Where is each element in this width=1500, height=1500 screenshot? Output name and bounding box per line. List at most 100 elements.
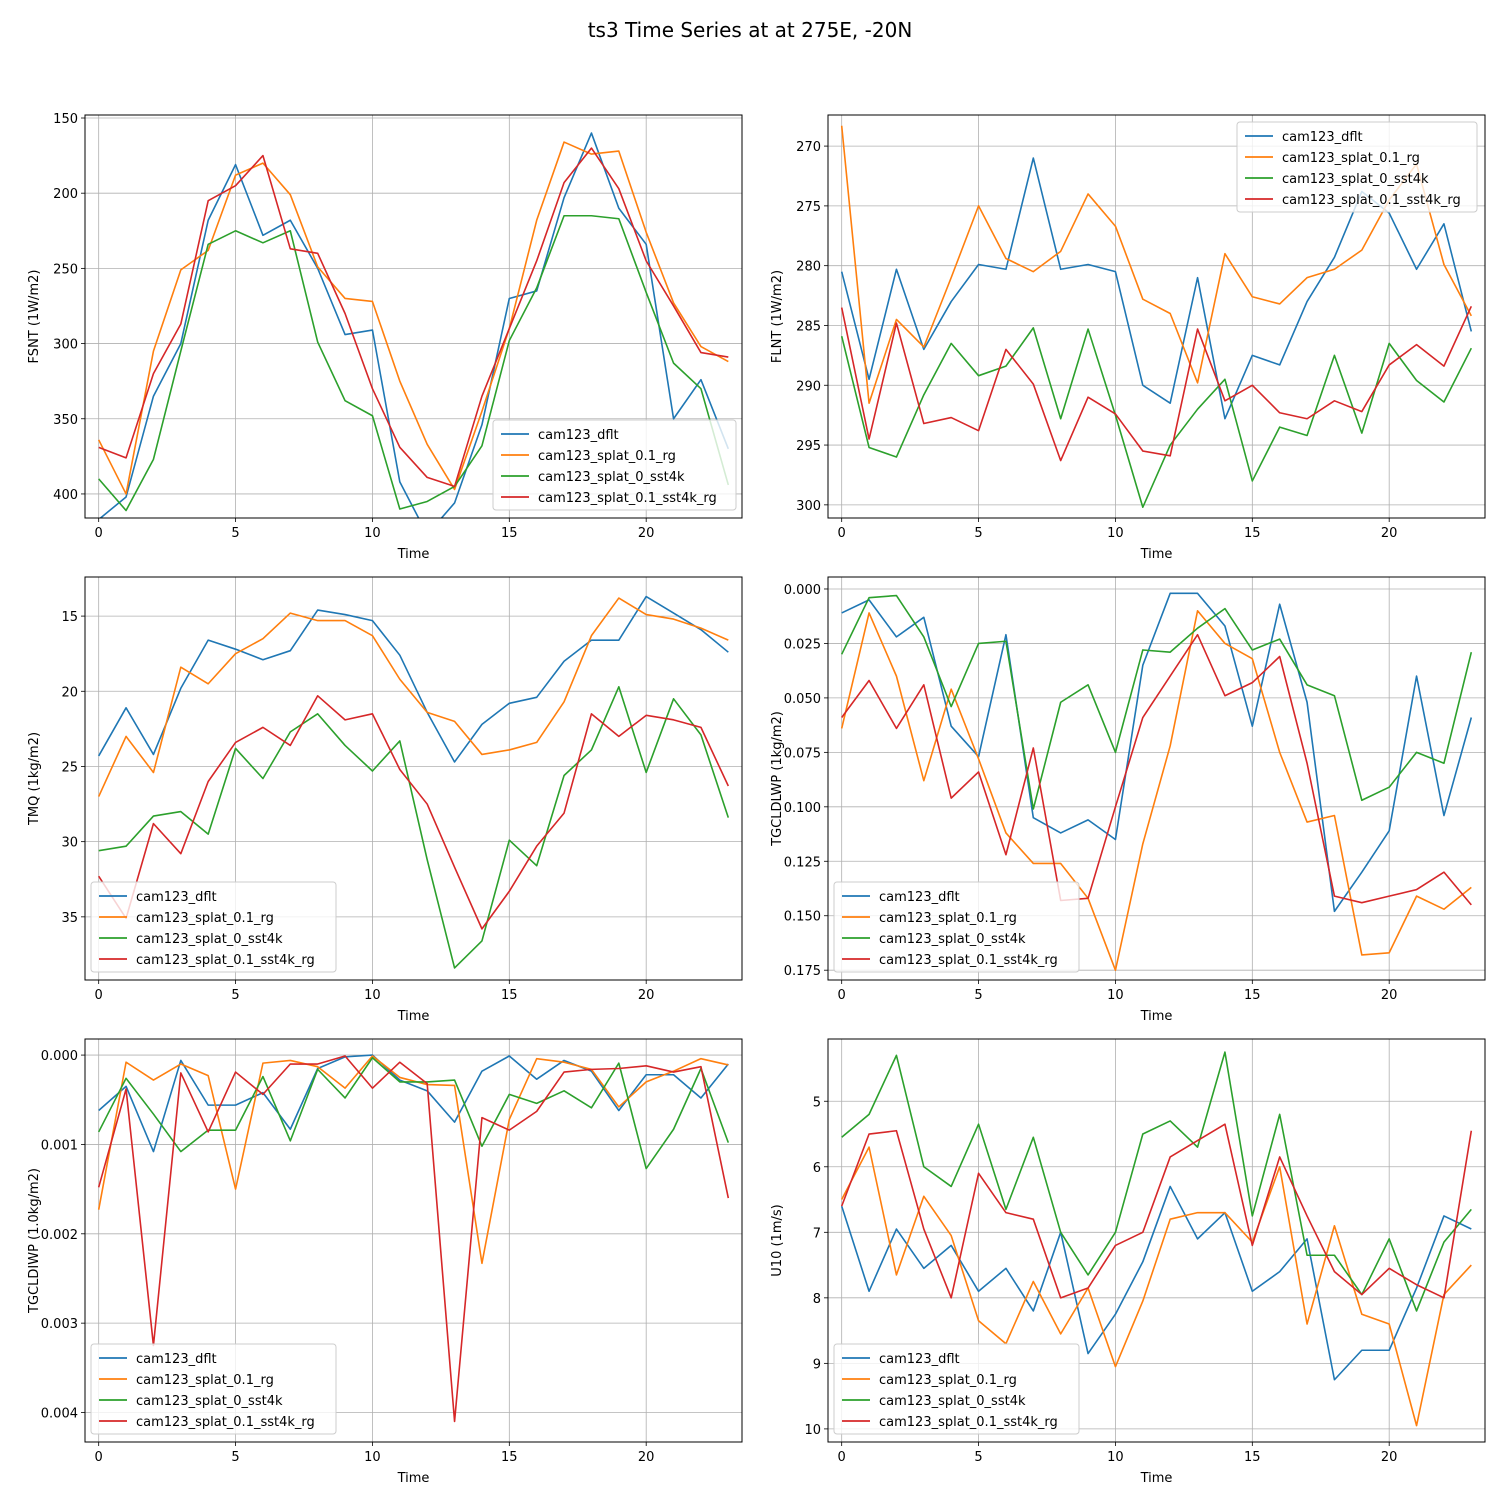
legend-box bbox=[90, 881, 337, 973]
y-tick-label: 280 bbox=[796, 260, 821, 275]
legend-box bbox=[90, 1343, 337, 1435]
legend-label: cam123_splat_0.1_sst4k_rg bbox=[136, 953, 315, 968]
series-line-cam123_splat_0_sst4k bbox=[98, 214, 730, 512]
legend: cam123_dflt cam123_splat_0.1_rg cam123_spl… bbox=[833, 1343, 1080, 1435]
x-tick-label: 20 bbox=[1381, 988, 1398, 1003]
legend-box bbox=[833, 1343, 1080, 1435]
y-tick-label: 300 bbox=[53, 338, 78, 353]
legend-label: cam123_dflt bbox=[879, 1352, 960, 1367]
x-tick-label: 5 bbox=[231, 526, 239, 541]
legend-label: cam123_dflt bbox=[1282, 130, 1363, 145]
axes-frame bbox=[84, 576, 743, 981]
y-tick-label: 7 bbox=[813, 1226, 821, 1241]
legend-label: cam123_splat_0.1_sst4k_rg bbox=[538, 491, 717, 506]
y-tick-label: 0.004 bbox=[41, 1407, 78, 1422]
legend: cam123_dflt cam123_splat_0.1_rg cam123_spl… bbox=[492, 419, 737, 511]
x-tick-label: 15 bbox=[501, 988, 518, 1003]
x-tick-label: 5 bbox=[974, 1450, 982, 1465]
legend: cam123_dflt cam123_splat_0.1_rg cam123_spl… bbox=[90, 1343, 337, 1435]
series-line-cam123_splat_0.1_sst4k_rg bbox=[98, 694, 730, 930]
x-tick-label: 5 bbox=[974, 988, 982, 1003]
series-line-cam123_splat_0.1_sst4k_rg bbox=[97, 1055, 730, 1423]
x-tick-label: 0 bbox=[838, 1450, 846, 1465]
series-line-cam123_splat_0.1_sst4k_rg bbox=[840, 1123, 1473, 1299]
legend-label: cam123_splat_0_sst4k bbox=[1282, 172, 1429, 187]
subplot-4: 0 5 10 15 20 0.000 0.025 0.050 0.075 0.100 0.125 0.… bbox=[770, 576, 1486, 1024]
y-tick-label: 285 bbox=[796, 319, 821, 334]
y-tick-label: 0.003 bbox=[41, 1317, 78, 1332]
y-tick-label: 295 bbox=[796, 439, 821, 454]
legend-label: cam123_splat_0.1_sst4k_rg bbox=[879, 953, 1058, 968]
x-tick-label: 10 bbox=[1107, 526, 1124, 541]
x-tick-label: 15 bbox=[1244, 988, 1261, 1003]
y-tick-label: 0.100 bbox=[784, 801, 821, 816]
figure-title: ts3 Time Series at at 275E, -20N bbox=[588, 18, 913, 42]
x-tick-label: 20 bbox=[638, 526, 655, 541]
x-tick-label: 5 bbox=[231, 1450, 239, 1465]
x-tick-label: 10 bbox=[364, 526, 381, 541]
legend: cam123_dflt cam123_splat_0.1_rg cam123_spl… bbox=[1236, 121, 1478, 213]
y-axis-label: FLNT (1W/m2) bbox=[770, 270, 785, 363]
x-tick-label: 15 bbox=[1244, 1450, 1261, 1465]
series-line-cam123_splat_0.1_sst4k_rg bbox=[98, 147, 729, 488]
x-tick-label: 15 bbox=[1244, 526, 1261, 541]
legend-label: cam123_dflt bbox=[136, 890, 217, 905]
x-axis-label: Time bbox=[397, 1009, 430, 1024]
series-line-cam123_splat_0.1_rg bbox=[97, 597, 729, 797]
legend: cam123_dflt cam123_splat_0.1_rg cam123_spl… bbox=[833, 881, 1080, 973]
series-line-cam123_splat_0.1_rg bbox=[97, 1055, 729, 1265]
x-axis-label: Time bbox=[1140, 1471, 1173, 1486]
legend-label: cam123_dflt bbox=[538, 428, 619, 443]
legend: cam123_dflt cam123_splat_0.1_rg cam123_spl… bbox=[90, 881, 337, 973]
y-tick-label: 10 bbox=[804, 1423, 821, 1438]
legend-label: cam123_splat_0_sst4k bbox=[538, 470, 685, 485]
x-tick-label: 20 bbox=[1381, 526, 1398, 541]
series-line-cam123_dflt bbox=[97, 595, 729, 763]
x-tick-label: 15 bbox=[501, 526, 518, 541]
axes-frame bbox=[84, 114, 743, 519]
y-tick-label: 15 bbox=[61, 610, 78, 625]
axes-frame bbox=[827, 114, 1486, 519]
y-axis-label: TMQ (1kg/m2) bbox=[27, 732, 42, 826]
x-tick-label: 15 bbox=[501, 1450, 518, 1465]
legend-label: cam123_dflt bbox=[879, 890, 960, 905]
x-tick-label: 10 bbox=[364, 988, 381, 1003]
y-axis-label: TGCLDLWP (1kg/m2) bbox=[770, 711, 785, 847]
x-axis-label: Time bbox=[397, 1471, 430, 1486]
y-tick-label: 0.050 bbox=[784, 692, 821, 707]
axes-frame bbox=[84, 1038, 743, 1443]
legend-label: cam123_splat_0.1_rg bbox=[136, 1373, 274, 1388]
series-line-cam123_splat_0.1_rg bbox=[840, 609, 1472, 972]
y-tick-label: 0.000 bbox=[41, 1049, 78, 1064]
series-line-cam123_splat_0_sst4k bbox=[841, 1051, 1472, 1312]
legend-label: cam123_splat_0.1_sst4k_rg bbox=[1282, 193, 1461, 208]
legend-label: cam123_splat_0_sst4k bbox=[879, 1394, 1026, 1409]
legend-label: cam123_splat_0_sst4k bbox=[879, 932, 1026, 947]
subplot-2: 0 5 10 15 20 270 275 280 285 290 295 300 Time FLNT (1… bbox=[770, 114, 1486, 562]
y-tick-label: 25 bbox=[61, 760, 78, 775]
series-line-cam123_splat_0.1_rg bbox=[840, 1146, 1472, 1427]
y-tick-label: 0.125 bbox=[784, 855, 821, 870]
subplot-5: 0 5 10 15 20 0.000 0.001 0.002 0.003 0.004 Time TGC… bbox=[27, 1038, 743, 1486]
legend-box bbox=[833, 881, 1080, 973]
legend-box bbox=[492, 419, 737, 511]
x-tick-label: 0 bbox=[838, 526, 846, 541]
y-axis-label: TGCLDIWP (1.0kg/m2) bbox=[27, 1168, 42, 1314]
y-tick-label: 0.075 bbox=[784, 746, 821, 761]
x-tick-label: 10 bbox=[1107, 988, 1124, 1003]
y-tick-label: 150 bbox=[53, 112, 78, 127]
x-axis-label: Time bbox=[397, 547, 430, 562]
x-axis-label: Time bbox=[1140, 547, 1173, 562]
subplot-1: 0 5 10 15 20 150 200 250 300 350 400 Time FSNT (1W/m… bbox=[27, 112, 743, 562]
x-tick-label: 5 bbox=[231, 988, 239, 1003]
x-tick-label: 20 bbox=[638, 1450, 655, 1465]
x-tick-label: 20 bbox=[1381, 1450, 1398, 1465]
legend-label: cam123_splat_0.1_sst4k_rg bbox=[879, 1415, 1058, 1430]
subplot-3: 0 5 10 15 20 15 20 25 30 35 Time TMQ (1kg/m2) cam123… bbox=[27, 576, 743, 1024]
series-line-cam123_splat_0_sst4k bbox=[840, 594, 1473, 810]
y-tick-label: 270 bbox=[796, 140, 821, 155]
y-tick-label: 0.150 bbox=[784, 910, 821, 925]
y-tick-label: 0.001 bbox=[41, 1138, 78, 1153]
y-tick-label: 8 bbox=[813, 1292, 821, 1307]
y-axis-label: FSNT (1W/m2) bbox=[27, 270, 42, 364]
